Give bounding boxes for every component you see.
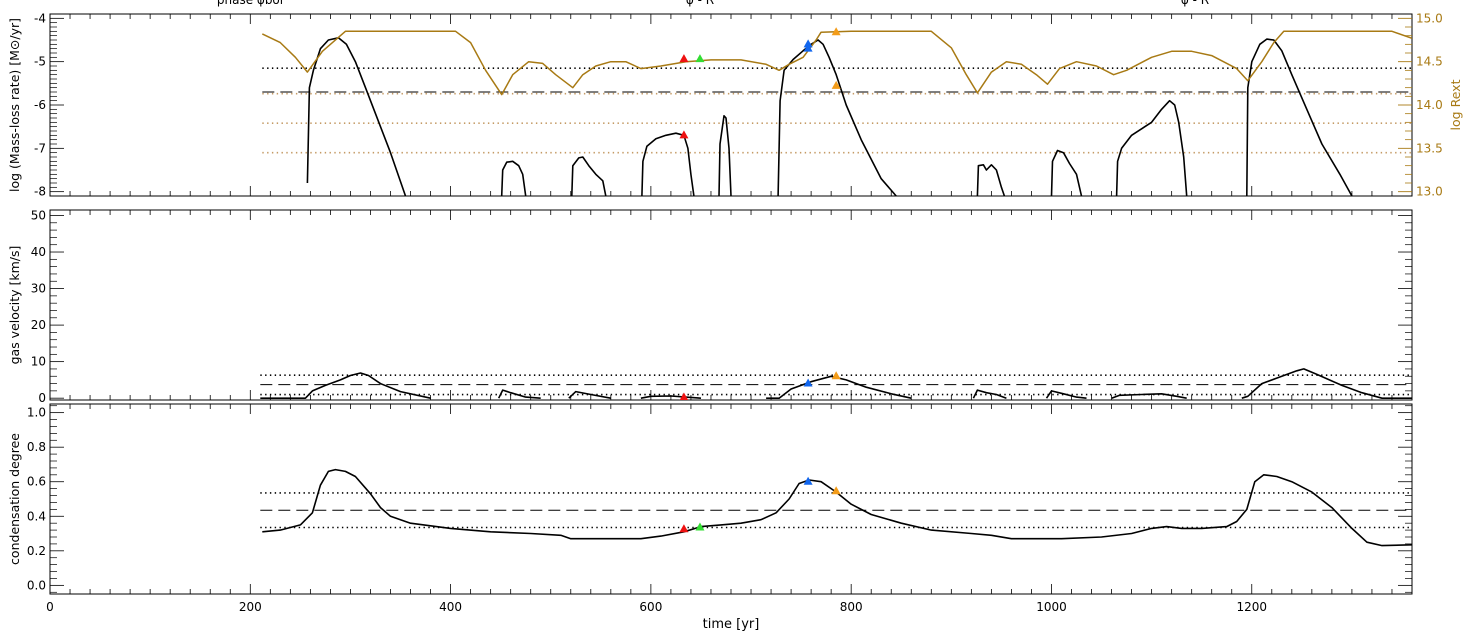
series-line-mass-loss bbox=[641, 132, 695, 196]
series-line-mass-loss bbox=[976, 164, 1006, 196]
plot-area bbox=[260, 368, 1412, 400]
y-tick-label: 0.2 bbox=[27, 544, 46, 558]
top-phase-label: φ - R bbox=[686, 0, 714, 7]
plot-area bbox=[260, 468, 1412, 547]
data-marker-orange bbox=[831, 80, 841, 89]
y-tick-label: 30 bbox=[31, 282, 46, 296]
series-line-condensation bbox=[262, 468, 1412, 547]
series-line-mass-loss bbox=[777, 39, 897, 196]
y-tick-label: 0 bbox=[38, 391, 46, 405]
x-tick-label: 1200 bbox=[1236, 600, 1267, 614]
y2-tick-label: 14.0 bbox=[1416, 98, 1443, 112]
y-tick-label: 20 bbox=[31, 318, 46, 332]
data-marker-green bbox=[695, 54, 705, 63]
series-line-mass-loss bbox=[1115, 99, 1188, 196]
data-marker-blue bbox=[803, 43, 813, 52]
x-tick-label: 800 bbox=[840, 600, 863, 614]
series-line-velocity bbox=[568, 390, 611, 399]
y2-tick-label: 15.0 bbox=[1416, 11, 1443, 25]
x-axis-ticks bbox=[49, 14, 1413, 196]
series-line-velocity bbox=[640, 395, 702, 399]
top-phase-label: φ - R bbox=[1181, 0, 1209, 7]
data-marker-blue bbox=[803, 378, 813, 387]
series-line-velocity bbox=[972, 389, 1007, 399]
series-line-velocity bbox=[260, 372, 431, 399]
series-line-mass-loss bbox=[1050, 149, 1083, 196]
y-axis-title: log (Mass-loss rate) [M⊙/yr] bbox=[7, 18, 22, 192]
x-axis-ticks: 0 200 400 600 800 1000 1200 bbox=[46, 404, 1413, 614]
y-tick-label: 0.4 bbox=[27, 509, 46, 523]
y-axis-title: gas velocity [km/s] bbox=[7, 246, 22, 365]
data-marker-red bbox=[679, 524, 689, 533]
y-axis-ticks: -8 -7 -6 -5 -4 bbox=[34, 11, 64, 199]
y-tick-label: 0.8 bbox=[27, 440, 46, 454]
series-line-velocity bbox=[1045, 390, 1087, 399]
data-marker-blue bbox=[803, 476, 813, 485]
series-line-mass-loss bbox=[1246, 38, 1353, 196]
y-tick-label: 50 bbox=[31, 208, 46, 222]
y-tick-label: -6 bbox=[34, 98, 46, 112]
series-line-log-rext bbox=[261, 30, 1412, 96]
series-line-velocity bbox=[1241, 368, 1412, 399]
x-tick-label: 200 bbox=[239, 600, 262, 614]
data-marker-orange bbox=[831, 371, 841, 380]
data-marker-orange bbox=[831, 27, 841, 36]
panel-frame bbox=[49, 209, 1413, 401]
data-marker-orange bbox=[831, 486, 841, 495]
series-line-velocity bbox=[766, 375, 912, 399]
y2-tick-label: 13.5 bbox=[1416, 141, 1443, 155]
series-line-velocity bbox=[497, 389, 541, 399]
y2-tick-label: 13.0 bbox=[1416, 185, 1443, 199]
series-line-mass-loss bbox=[500, 160, 527, 196]
series-line-velocity bbox=[1111, 393, 1187, 399]
y2-axis-title: log Rext bbox=[1448, 79, 1463, 130]
data-marker-red bbox=[679, 392, 689, 400]
x-axis-ticks bbox=[49, 210, 1413, 400]
panel-frame bbox=[49, 403, 1413, 595]
y-axis-title: condensation degree bbox=[7, 433, 22, 565]
series-line-mass-loss bbox=[718, 115, 732, 196]
y-tick-label: 0.6 bbox=[27, 475, 46, 489]
x-tick-label: 0 bbox=[46, 600, 54, 614]
y2-axis-ticks: 13.0 13.5 14.0 14.5 15.0 bbox=[1398, 11, 1443, 199]
panel-frame bbox=[49, 13, 1413, 197]
top-phase-labels: phase φbol φ - R φ - R bbox=[217, 0, 1209, 7]
y2-tick-label: 14.5 bbox=[1416, 55, 1443, 69]
data-marker-green bbox=[695, 522, 705, 531]
y-tick-label: -7 bbox=[34, 141, 46, 155]
y-tick-label: 40 bbox=[31, 245, 46, 259]
plot-area bbox=[261, 27, 1412, 196]
y-tick-label: 10 bbox=[31, 355, 46, 369]
panel-velocity: 0 10 20 30 40 50 gas velocity [km/s] bbox=[7, 208, 1413, 405]
y-tick-label: -4 bbox=[34, 11, 46, 25]
top-phase-label: phase φbol bbox=[217, 0, 283, 7]
x-axis-title: time [yr] bbox=[703, 617, 760, 632]
panel-mass-loss: -8 -7 -6 -5 -4 log (Mass-loss rate) [M⊙/yr] 13… bbox=[7, 11, 1463, 198]
data-marker-red bbox=[679, 130, 689, 139]
series-line-mass-loss bbox=[306, 37, 407, 196]
y-tick-label: -8 bbox=[34, 185, 46, 199]
data-marker-red bbox=[679, 54, 689, 63]
y-tick-label: 1.0 bbox=[27, 406, 46, 420]
x-tick-label: 1000 bbox=[1036, 600, 1067, 614]
series-line-mass-loss bbox=[571, 156, 607, 196]
x-tick-label: 400 bbox=[439, 600, 462, 614]
data-marker-blue bbox=[803, 39, 813, 48]
y-tick-label: -5 bbox=[34, 55, 46, 69]
y-axis-ticks: 0 10 20 30 40 50 bbox=[31, 208, 1412, 405]
y-axis-ticks: 0.0 0.2 0.4 0.6 0.8 1.0 bbox=[27, 405, 1412, 593]
y-tick-label: 0.0 bbox=[27, 578, 46, 592]
x-tick-label: 600 bbox=[639, 600, 662, 614]
